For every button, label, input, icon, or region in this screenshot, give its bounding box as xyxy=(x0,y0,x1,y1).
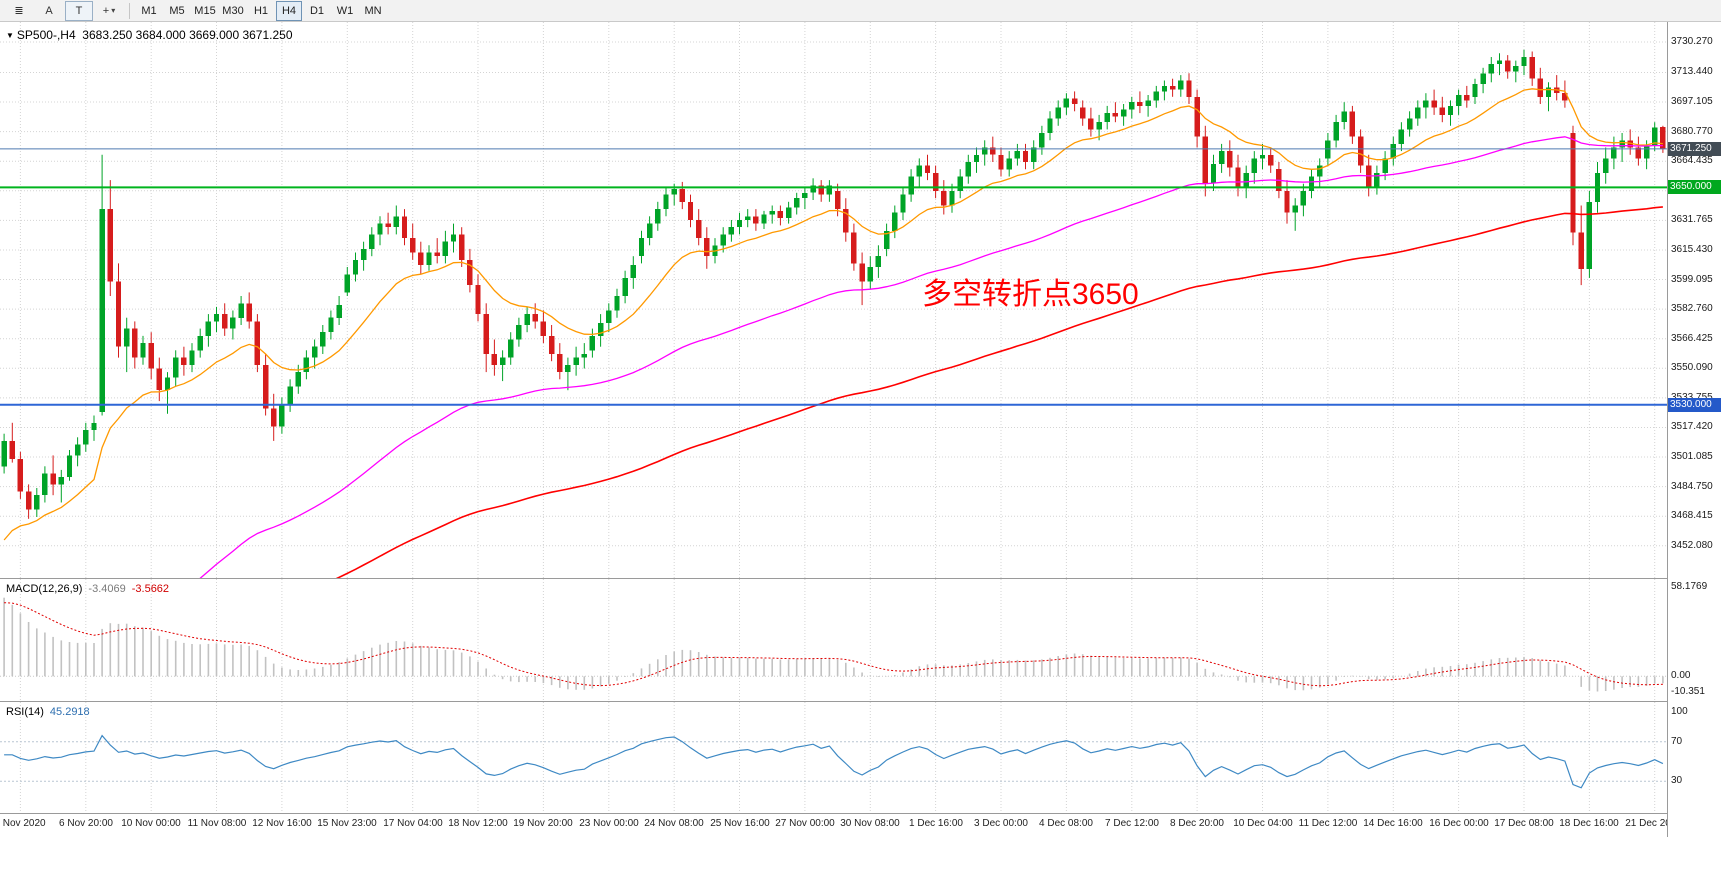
timeframe-h4-button[interactable]: H4 xyxy=(276,0,302,21)
time-axis-label: 5 Nov 2020 xyxy=(0,818,46,829)
scale-label: 3533.755 xyxy=(1671,392,1713,404)
time-axis-label: 12 Nov 16:00 xyxy=(252,818,312,829)
chart-title: ▼ SP500-,H4 3683.250 3684.000 3669.000 36… xyxy=(6,28,293,42)
scale-label: 100 xyxy=(1671,706,1688,717)
chart-symbol: SP500-,H4 xyxy=(16,28,76,42)
scale-label: 3468.415 xyxy=(1671,510,1713,522)
macd-name: MACD(12,26,9) xyxy=(6,583,83,595)
price-scale[interactable]: 3730.270 3713.440 3697.105 3680.770 3664.435… xyxy=(1668,22,1721,837)
scale-label: 3452.080 xyxy=(1671,539,1713,551)
time-axis-label: 23 Nov 00:00 xyxy=(579,818,639,829)
chevron-down-icon: ▾ xyxy=(111,6,116,15)
timeframe-mn-button[interactable]: MN xyxy=(364,4,382,17)
tool-a-button[interactable]: A xyxy=(35,1,63,21)
panel-separator xyxy=(0,813,1721,814)
time-axis-label: 18 Nov 12:00 xyxy=(448,818,508,829)
timeframe-h1-button[interactable]: H1 xyxy=(253,4,269,17)
tool-a-label: A xyxy=(45,4,53,17)
text-tool-icon: T xyxy=(75,4,83,17)
top-toolbar: ≣ A T + ▾ M1 M5 M15 M30 H1 H4 D1 W1 MN xyxy=(0,0,1721,22)
timeframe-d1-button[interactable]: D1 xyxy=(309,4,325,17)
price-badge: 3650.000 xyxy=(1668,180,1721,195)
time-axis-label: 4 Dec 08:00 xyxy=(1039,818,1093,829)
time-axis-label: 10 Dec 04:00 xyxy=(1233,818,1293,829)
timeframe-m5-button[interactable]: M5 xyxy=(169,4,185,17)
scale-label: 3713.440 xyxy=(1671,66,1713,78)
scale-label: 3550.090 xyxy=(1671,362,1713,374)
time-axis[interactable]: 5 Nov 2020 6 Nov 20:00 10 Nov 00:00 11 Nov … xyxy=(0,814,1685,837)
scale-label: 0.00 xyxy=(1671,670,1691,682)
time-axis-label: 11 Dec 12:00 xyxy=(1298,818,1358,829)
scale-label: 3501.085 xyxy=(1671,451,1713,463)
price-badge: 3530.000 xyxy=(1668,397,1721,412)
price-badge: 3671.250 xyxy=(1668,141,1721,156)
time-axis-label: 10 Nov 00:00 xyxy=(121,818,181,829)
price-scale-border xyxy=(1667,22,1668,837)
rsi-label: RSI(14) 45.2918 xyxy=(6,706,90,718)
tool-t-button[interactable]: T xyxy=(65,0,93,21)
time-axis-label: 17 Dec 08:00 xyxy=(1494,818,1554,829)
menu-button[interactable]: ≣ xyxy=(5,1,33,21)
time-axis-label: 21 Dec 20:00 xyxy=(1625,818,1685,829)
timeframe-m1-button[interactable]: M1 xyxy=(141,4,157,17)
time-axis-label: 17 Nov 04:00 xyxy=(383,818,443,829)
macd-main-value: -3.4069 xyxy=(88,583,126,595)
chart-dropdown-icon[interactable]: ▼ xyxy=(6,31,14,40)
rsi-canvas[interactable] xyxy=(0,702,1667,813)
scale-label: 3484.750 xyxy=(1671,480,1713,492)
toolbar-separator xyxy=(129,2,130,19)
scale-label: 3680.770 xyxy=(1671,125,1713,137)
scale-label: -10.351 xyxy=(1671,686,1705,698)
time-axis-label: 24 Nov 08:00 xyxy=(644,818,704,829)
time-axis-label: 27 Nov 00:00 xyxy=(775,818,835,829)
crosshair-tool-icon: + xyxy=(102,4,110,17)
timeframe-group: M1 M5 M15 M30 H1 H4 D1 W1 MN xyxy=(135,0,387,21)
macd-panel[interactable]: MACD(12,26,9) -3.4069 -3.5662 xyxy=(0,579,1667,701)
main-chart-canvas[interactable] xyxy=(0,22,1667,578)
time-axis-label: 15 Nov 23:00 xyxy=(317,818,377,829)
scale-label: 30 xyxy=(1671,775,1683,787)
rsi-value: 45.2918 xyxy=(49,706,90,718)
time-axis-label: 6 Nov 20:00 xyxy=(59,818,113,829)
scale-label: 3664.435 xyxy=(1671,155,1713,167)
panel-separator[interactable] xyxy=(0,701,1721,702)
time-axis-label: 11 Nov 08:00 xyxy=(187,818,247,829)
rsi-panel[interactable]: RSI(14) 45.2918 xyxy=(0,702,1667,813)
drawing-tools-dropdown[interactable]: + ▾ xyxy=(95,1,123,21)
time-axis-label: 8 Dec 20:00 xyxy=(1170,818,1224,829)
time-axis-label: 18 Dec 16:00 xyxy=(1559,818,1619,829)
scale-label: 3697.105 xyxy=(1671,96,1713,108)
scale-label: 3566.425 xyxy=(1671,332,1713,344)
time-axis-label: 16 Dec 00:00 xyxy=(1429,818,1489,829)
chart-annotation: 多空转折点3650 xyxy=(922,278,1139,311)
time-axis-label: 7 Dec 12:00 xyxy=(1105,818,1159,829)
timeframe-m15-button[interactable]: M15 xyxy=(194,4,216,17)
menu-icon: ≣ xyxy=(14,5,24,17)
time-axis-label: 3 Dec 00:00 xyxy=(974,818,1028,829)
chart-ohlc-values: 3683.250 3684.000 3669.000 3671.250 xyxy=(82,28,293,42)
timeframe-w1-button[interactable]: W1 xyxy=(336,4,354,17)
rsi-name: RSI(14) xyxy=(6,706,44,718)
timeframe-m30-button[interactable]: M30 xyxy=(222,4,244,17)
macd-canvas[interactable] xyxy=(0,579,1667,701)
panel-separator[interactable] xyxy=(0,578,1721,579)
main-chart-panel[interactable]: ▼ SP500-,H4 3683.250 3684.000 3669.000 36… xyxy=(0,22,1667,578)
scale-label: 3631.765 xyxy=(1671,214,1713,226)
time-axis-label: 19 Nov 20:00 xyxy=(513,818,573,829)
macd-label: MACD(12,26,9) -3.4069 -3.5662 xyxy=(6,583,169,595)
time-axis-label: 25 Nov 16:00 xyxy=(710,818,770,829)
time-axis-label: 30 Nov 08:00 xyxy=(840,818,900,829)
scale-label: 58.1769 xyxy=(1671,580,1708,592)
scale-label: 3582.760 xyxy=(1671,303,1713,315)
time-axis-label: 1 Dec 16:00 xyxy=(909,818,963,829)
time-axis-label: 14 Dec 16:00 xyxy=(1363,818,1423,829)
scale-label: 3599.095 xyxy=(1671,273,1713,285)
scale-label: 70 xyxy=(1671,735,1683,747)
scale-label: 3730.270 xyxy=(1671,35,1713,47)
scale-label: 3517.420 xyxy=(1671,421,1713,433)
macd-signal-value: -3.5662 xyxy=(131,583,170,595)
scale-label: 3615.430 xyxy=(1671,243,1713,255)
